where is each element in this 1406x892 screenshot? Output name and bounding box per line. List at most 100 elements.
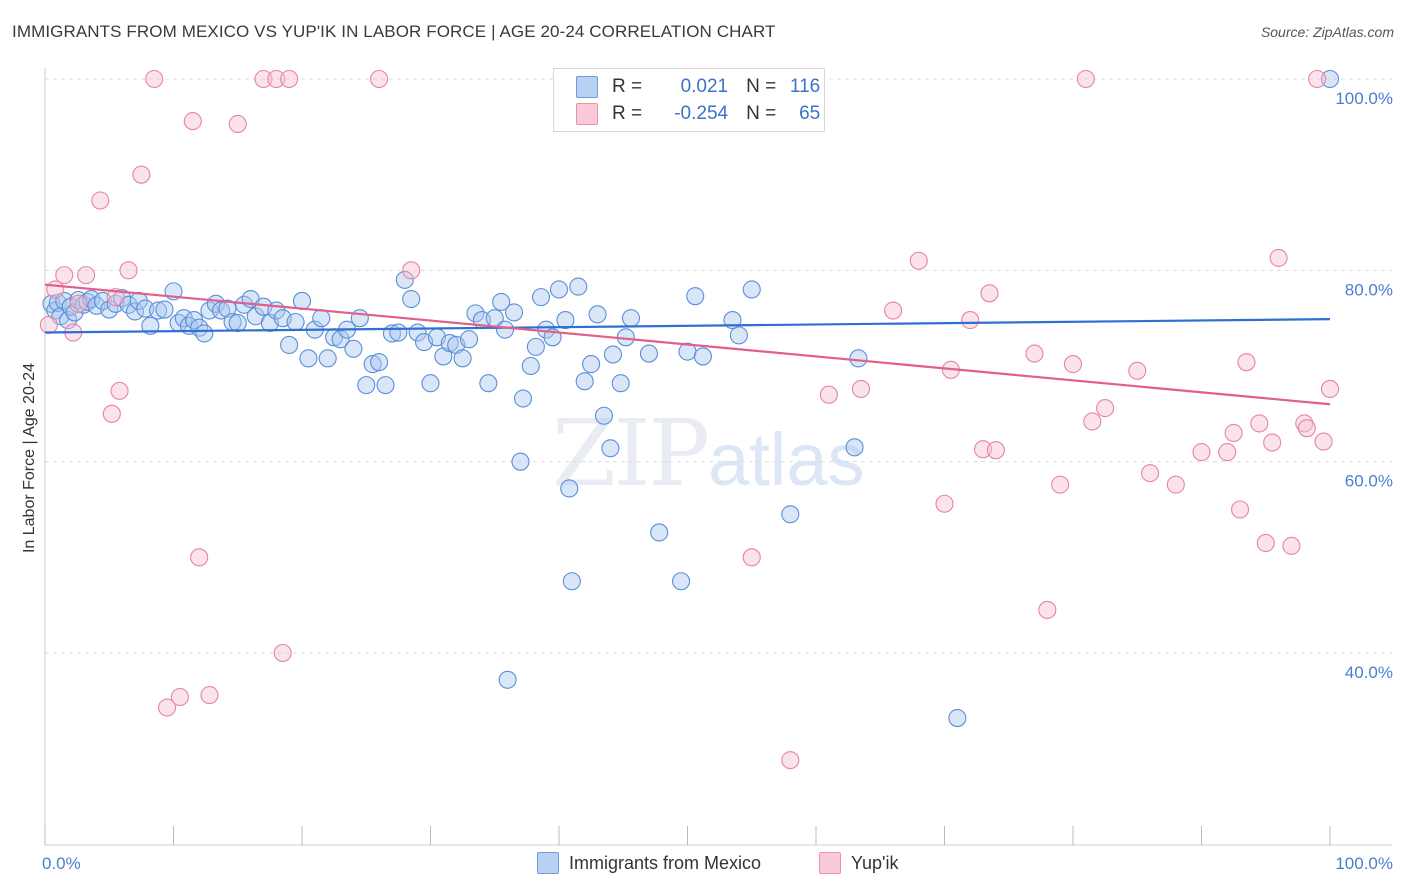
data-point-yupik bbox=[1192, 443, 1211, 462]
data-point-yupik bbox=[132, 165, 151, 184]
data-point-immigrants bbox=[560, 479, 579, 498]
y-tick-label: 40.0% bbox=[1345, 663, 1393, 682]
data-point-yupik bbox=[1320, 379, 1340, 399]
data-point-yupik bbox=[851, 379, 871, 399]
grid-lines bbox=[45, 78, 1392, 654]
data-point-immigrants bbox=[845, 438, 864, 457]
trend-lines bbox=[44, 283, 1331, 406]
data-point-immigrants bbox=[495, 320, 515, 339]
data-point-immigrants bbox=[69, 290, 88, 310]
data-point-immigrants bbox=[686, 287, 705, 306]
watermark-zip: ZIP bbox=[552, 400, 710, 507]
data-point-yupik bbox=[1083, 412, 1102, 431]
data-point-yupik bbox=[1141, 464, 1160, 483]
data-point-yupik bbox=[1218, 443, 1237, 462]
data-point-yupik bbox=[77, 266, 96, 285]
data-point-yupik bbox=[55, 266, 74, 285]
data-point-immigrants bbox=[588, 305, 607, 324]
data-point-immigrants bbox=[672, 572, 691, 591]
data-point-yupik bbox=[267, 69, 286, 89]
data-point-immigrants bbox=[526, 337, 545, 356]
data-point-yupik bbox=[1076, 69, 1095, 89]
legend-r-value: -0.254 bbox=[674, 103, 729, 124]
legend-row-immigrants: R = 0.021 N = 116 bbox=[576, 75, 820, 99]
data-point-immigrants bbox=[601, 439, 620, 458]
data-point-yupik bbox=[183, 112, 202, 131]
legend-n-value: 116 bbox=[789, 76, 821, 97]
data-point-immigrants bbox=[1320, 69, 1340, 89]
data-point-immigrants bbox=[781, 505, 800, 524]
data-point-immigrants bbox=[421, 374, 440, 393]
data-point-yupik bbox=[909, 251, 928, 270]
legend-n-value: 65 bbox=[799, 103, 821, 124]
source-credit: Source: ZipAtlas.com bbox=[1260, 24, 1394, 40]
data-point-yupik bbox=[1231, 500, 1250, 519]
data-point-immigrants bbox=[650, 523, 669, 542]
data-point-immigrants bbox=[466, 304, 485, 323]
data-point-yupik bbox=[1314, 432, 1333, 451]
data-point-yupik bbox=[158, 698, 177, 717]
data-point-yupik bbox=[1063, 355, 1083, 374]
data-point-yupik bbox=[1237, 353, 1256, 372]
legend-n-label: N = bbox=[746, 76, 777, 97]
trend-line-yupik bbox=[44, 283, 1331, 406]
tick-labels: 40.0% 60.0% 80.0% 100.0% 0.0% 100.0% bbox=[42, 89, 1393, 873]
data-point-yupik bbox=[1025, 344, 1044, 363]
legend-r-value: 0.021 bbox=[680, 76, 729, 97]
data-point-immigrants bbox=[521, 356, 540, 376]
data-point-immigrants bbox=[195, 324, 214, 343]
bottom-legend-label: Yup'ik bbox=[851, 852, 899, 873]
data-point-immigrants bbox=[376, 376, 395, 395]
data-point-immigrants bbox=[149, 301, 168, 320]
data-point-immigrants bbox=[292, 291, 312, 310]
data-point-immigrants bbox=[357, 376, 376, 395]
data-point-yupik bbox=[781, 751, 800, 770]
data-point-immigrants bbox=[228, 313, 247, 333]
data-point-yupik bbox=[273, 643, 292, 663]
data-point-yupik bbox=[935, 494, 954, 513]
legend-row-yupik: R = -0.254 N = 65 bbox=[576, 102, 820, 126]
bottom-legend-yupik: Yup'ik bbox=[819, 852, 898, 874]
data-point-immigrants bbox=[402, 289, 421, 309]
data-point-immigrants bbox=[603, 345, 623, 364]
data-point-immigrants bbox=[849, 349, 868, 368]
y-tick-label: 80.0% bbox=[1345, 280, 1393, 299]
bottom-legend-immigrants: Immigrants from Mexico bbox=[537, 852, 761, 874]
data-point-yupik bbox=[1297, 419, 1316, 438]
data-point-immigrants bbox=[575, 372, 594, 391]
data-point-immigrants bbox=[453, 349, 472, 368]
data-point-immigrants bbox=[531, 288, 551, 307]
axes bbox=[44, 68, 1392, 846]
data-point-yupik bbox=[1250, 414, 1269, 433]
data-point-yupik bbox=[200, 686, 219, 705]
bottom-legend-label: Immigrants from Mexico bbox=[569, 852, 762, 873]
data-point-immigrants bbox=[504, 303, 524, 322]
data-point-yupik bbox=[1282, 536, 1301, 555]
data-point-immigrants bbox=[479, 374, 498, 393]
data-point-immigrants bbox=[569, 277, 588, 296]
data-point-yupik bbox=[1096, 399, 1115, 418]
data-point-immigrants bbox=[125, 302, 144, 321]
data-point-yupik bbox=[1224, 423, 1243, 443]
data-point-immigrants bbox=[594, 406, 614, 425]
bottom-legend-swatch-pink bbox=[819, 852, 841, 874]
data-point-immigrants bbox=[280, 335, 299, 355]
data-point-yupik bbox=[69, 294, 88, 313]
data-point-immigrants bbox=[513, 389, 533, 408]
data-point-immigrants bbox=[611, 374, 630, 393]
data-point-immigrants bbox=[729, 326, 748, 345]
data-point-yupik bbox=[370, 69, 389, 89]
data-point-yupik bbox=[884, 301, 903, 320]
series-immigrants-points bbox=[42, 69, 1340, 728]
series-yupik-points bbox=[39, 69, 1340, 770]
data-point-immigrants bbox=[621, 309, 641, 328]
data-point-immigrants bbox=[639, 344, 659, 363]
data-point-immigrants bbox=[948, 709, 967, 728]
stats-legend: R = 0.021 N = 116 R = -0.254 N = 65 bbox=[553, 68, 825, 132]
data-point-yupik bbox=[228, 114, 247, 134]
data-point-yupik bbox=[1051, 475, 1070, 494]
data-point-immigrants bbox=[498, 670, 517, 689]
data-point-yupik bbox=[402, 261, 421, 280]
data-point-immigrants bbox=[363, 355, 382, 374]
data-point-yupik bbox=[190, 548, 209, 567]
